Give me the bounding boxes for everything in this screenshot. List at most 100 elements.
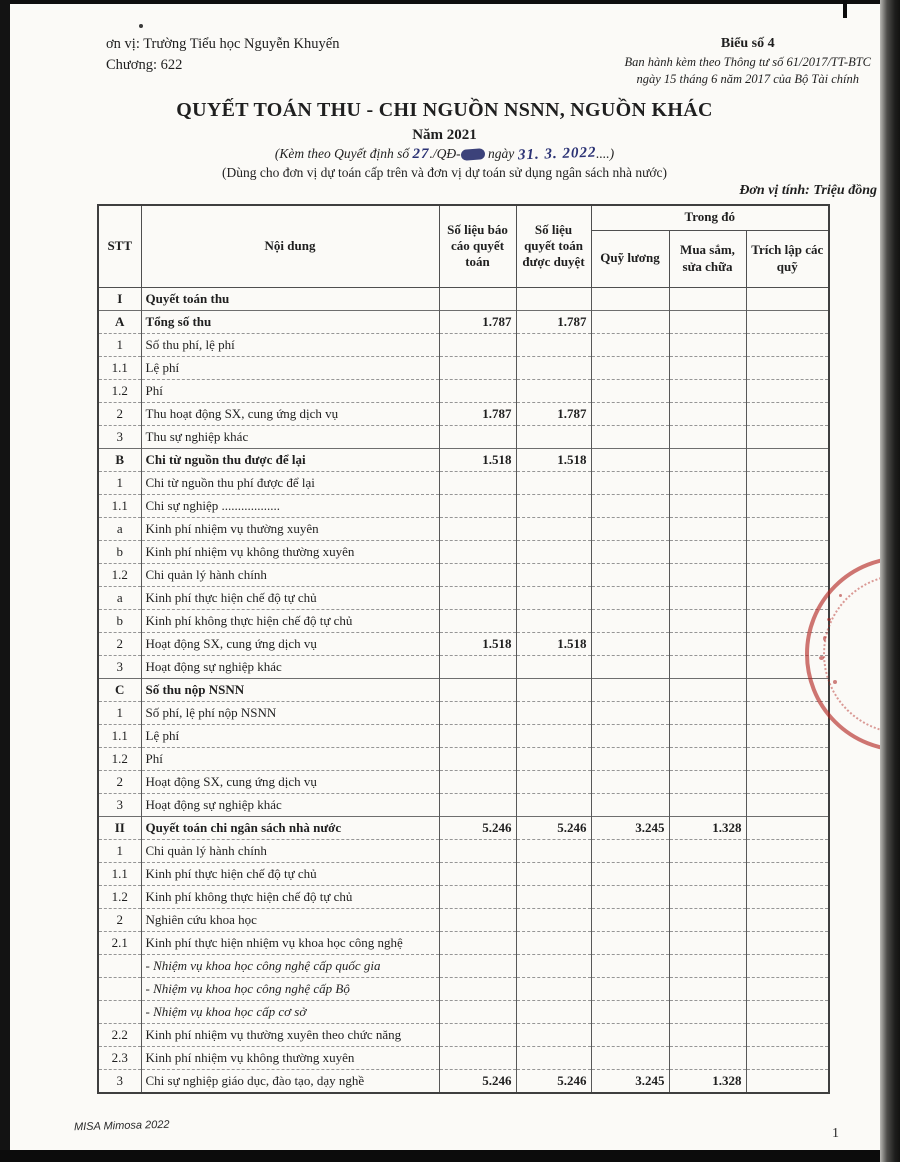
cell-value-quy-luong — [590, 838, 670, 863]
cell-value-duyet — [515, 286, 592, 311]
cell-value-quy-luong — [590, 1022, 670, 1047]
cell-stt — [97, 953, 142, 978]
issued-line-1: Ban hành kèm theo Thông tư số 61/2017/TT… — [624, 54, 871, 69]
cell-label: Phí — [140, 378, 440, 403]
cell-stt: 1 — [97, 470, 142, 495]
table-row: II Quyết toán chi ngân sách nhà nước 5.246… — [97, 815, 830, 840]
cell-value-quy-luong — [590, 309, 670, 334]
cell-value-duyet — [515, 585, 592, 610]
cell-stt: 2 — [97, 401, 142, 426]
cell-value-bao-cao — [438, 723, 517, 748]
cell-value-quy-luong — [590, 332, 670, 357]
cell-value-bao-cao — [438, 953, 517, 978]
cell-value-duyet — [515, 861, 592, 886]
cell-label: Lệ phí — [140, 723, 440, 748]
cell-value-bao-cao — [438, 861, 517, 886]
cell-label: Số thu phí, lệ phí — [140, 332, 440, 357]
cell-value-mua-sam — [668, 723, 747, 748]
cell-value-quy-luong: 3.245 — [590, 815, 670, 840]
cell-value-duyet — [515, 769, 592, 794]
cell-label: Chi quản lý hành chính — [140, 838, 440, 863]
attach-mid: ./QĐ- — [429, 145, 461, 161]
table-row: C Số thu nộp NSNN — [97, 677, 830, 702]
cell-value-mua-sam — [668, 1045, 747, 1070]
cell-value-mua-sam — [668, 309, 747, 334]
cell-label: Kinh phí nhiệm vụ thường xuyên — [140, 516, 440, 541]
cell-value-duyet — [515, 1022, 592, 1047]
cell-value-trich-lap — [745, 355, 830, 380]
cell-value-duyet — [515, 953, 592, 978]
scan-edge-right — [880, 0, 900, 1162]
cell-value-duyet — [515, 654, 592, 679]
cell-value-quy-luong — [590, 700, 670, 725]
cell-value-quy-luong — [590, 401, 670, 426]
cell-value-mua-sam — [668, 401, 747, 426]
cell-value-bao-cao — [438, 907, 517, 932]
cell-value-mua-sam — [668, 792, 747, 817]
cell-value-trich-lap — [745, 378, 830, 403]
cell-value-quy-luong — [590, 677, 670, 702]
cell-value-trich-lap — [745, 838, 830, 863]
cell-value-bao-cao — [438, 286, 517, 311]
cell-value-bao-cao — [438, 562, 517, 587]
cell-label: Nghiên cứu khoa học — [140, 907, 440, 932]
scan-edge-left — [0, 0, 10, 1162]
cell-value-duyet — [515, 470, 592, 495]
cell-label: Kinh phí không thực hiện chế độ tự chủ — [140, 608, 440, 633]
cell-value-duyet — [515, 930, 592, 955]
cell-label: Kinh phí thực hiện chế độ tự chủ — [140, 861, 440, 886]
cell-value-bao-cao: 1.518 — [438, 447, 517, 472]
table-row: - Nhiệm vụ khoa học công nghệ cấp Bộ — [97, 976, 830, 1001]
cell-value-trich-lap — [745, 1022, 830, 1047]
cell-value-quy-luong — [590, 424, 670, 449]
cell-value-bao-cao: 1.518 — [438, 631, 517, 656]
cell-value-duyet — [515, 838, 592, 863]
cell-value-quy-luong — [590, 516, 670, 541]
cell-value-trich-lap — [745, 999, 830, 1024]
cell-value-duyet — [515, 723, 592, 748]
header-right-block: Biểu số 4 Ban hành kèm theo Thông tư số … — [624, 34, 875, 89]
cell-value-trich-lap — [745, 907, 830, 932]
cell-stt: 3 — [97, 792, 142, 817]
cell-value-trich-lap — [745, 470, 830, 495]
table-row: 1 Số thu phí, lệ phí — [97, 332, 830, 357]
cell-value-trich-lap — [745, 516, 830, 541]
cell-value-mua-sam — [668, 378, 747, 403]
cell-value-bao-cao — [438, 976, 517, 1001]
cell-label: Kinh phí nhiệm vụ không thường xuyên — [140, 539, 440, 564]
cell-value-trich-lap — [745, 447, 830, 472]
cell-label: Chi sự nghiệp giáo dục, đào tạo, dạy ngh… — [140, 1068, 440, 1094]
cell-value-duyet: 5.246 — [515, 815, 592, 840]
cell-value-mua-sam — [668, 585, 747, 610]
cell-value-mua-sam — [668, 631, 747, 656]
attach-suffix: ....) — [596, 145, 615, 161]
cell-value-duyet: 1.787 — [515, 309, 592, 334]
cell-value-quy-luong — [590, 378, 670, 403]
cell-stt: II — [97, 815, 142, 840]
table-row: 2.1 Kinh phí thực hiện nhiệm vụ khoa học … — [97, 930, 830, 955]
cell-stt: 2 — [97, 769, 142, 794]
issued-line-2: ngày 15 tháng 6 năm 2017 của Bộ Tài chín… — [636, 72, 860, 87]
cell-value-trich-lap — [745, 700, 830, 725]
handwritten-decision-number: 27 — [412, 145, 430, 162]
cell-value-trich-lap — [745, 286, 830, 311]
cell-value-mua-sam — [668, 838, 747, 863]
cell-value-quy-luong — [590, 884, 670, 909]
table-row: 1.1 Lệ phí — [97, 723, 830, 748]
cell-value-mua-sam — [668, 654, 747, 679]
cell-label: Quyết toán thu — [140, 286, 440, 311]
header-so-lieu-bao-cao: Số liệu báo cáo quyết toán — [438, 204, 517, 288]
cell-value-mua-sam — [668, 769, 747, 794]
cell-value-mua-sam — [668, 562, 747, 587]
ink-scribble — [460, 148, 485, 161]
cell-label: Lệ phí — [140, 355, 440, 380]
attach-ngay: ngày — [487, 145, 515, 161]
cell-value-duyet — [515, 332, 592, 357]
cell-value-duyet — [515, 792, 592, 817]
cell-value-mua-sam — [668, 424, 747, 449]
page-title: QUYẾT TOÁN THU - CHI NGUỒN NSNN, NGUỒN K… — [176, 98, 713, 121]
cell-stt: 1.2 — [97, 378, 142, 403]
cell-value-mua-sam — [668, 976, 747, 1001]
cell-value-quy-luong — [590, 286, 670, 311]
cell-value-mua-sam — [668, 953, 747, 978]
